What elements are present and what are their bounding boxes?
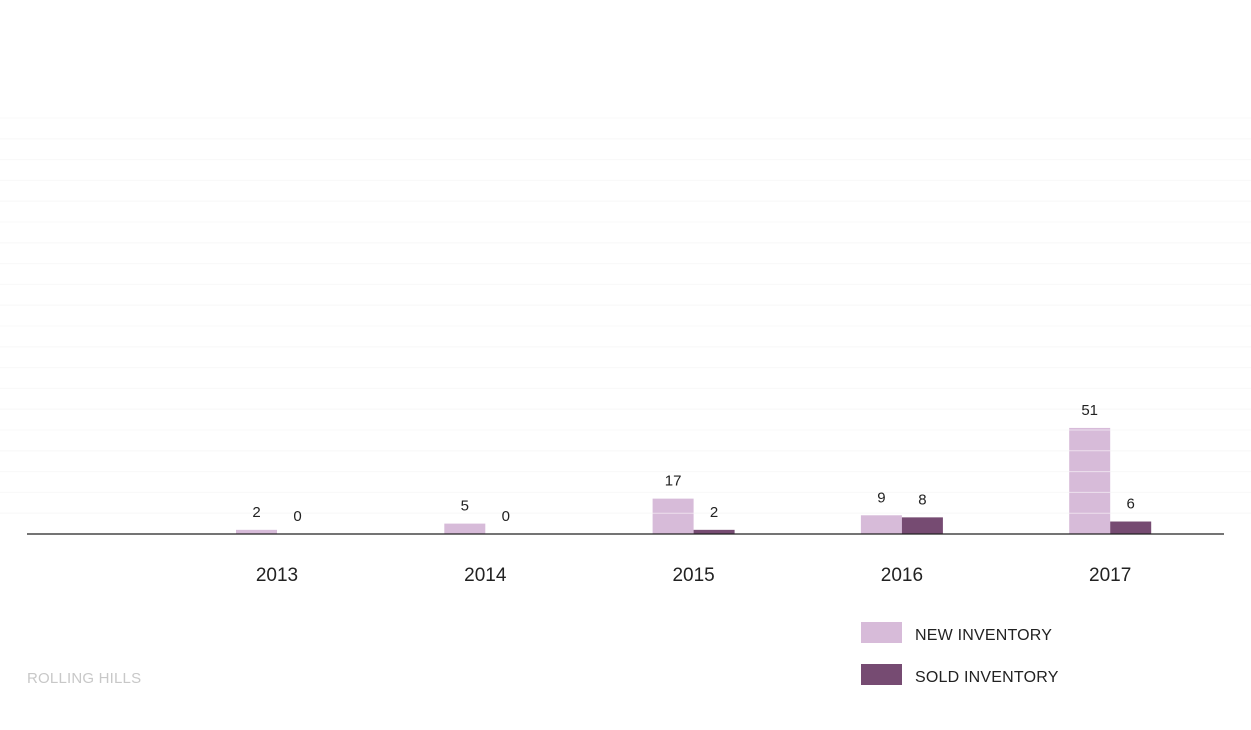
legend-label-sold-inventory: SOLD INVENTORY [915, 669, 1059, 686]
data-label-new-2013: 2 [252, 504, 260, 521]
x-axis-tick-labels: 2013 2014 2015 2016 2017 [256, 565, 1131, 586]
bar-new-2014 [444, 523, 486, 534]
x-tick-label-2017: 2017 [1089, 565, 1131, 586]
x-tick-label-2014: 2014 [464, 565, 507, 586]
legend-label-new-inventory: NEW INVENTORY [915, 627, 1053, 644]
grid-lines [0, 117, 1251, 514]
bar-new-2016 [860, 515, 902, 534]
bar-new-2013 [236, 529, 277, 534]
x-tick-label-2016: 2016 [881, 565, 923, 586]
data-label-new-2014: 5 [461, 498, 469, 515]
bar-sold-2015 [693, 529, 735, 534]
data-label-new-2015: 17 [665, 473, 682, 490]
data-labels: 2 0 5 0 17 2 9 8 51 6 [252, 402, 1135, 525]
data-label-sold-2015: 2 [710, 504, 718, 521]
data-label-new-2017: 51 [1081, 402, 1098, 419]
legend-swatch-sold-inventory [861, 664, 902, 685]
legend-item-new-inventory: NEW INVENTORY [861, 622, 1121, 644]
grid-overlay [0, 117, 1251, 514]
bar-new-2017 [1069, 427, 1111, 534]
x-tick-label-2013: 2013 [256, 565, 298, 586]
data-label-sold-2013: 0 [293, 508, 301, 525]
bar-sold-2016 [901, 517, 943, 534]
bar-new-2015 [652, 498, 694, 534]
x-tick-label-2015: 2015 [672, 565, 714, 586]
bars [0, 117, 1251, 534]
data-label-new-2016: 9 [877, 489, 885, 506]
footer-label: ROLLING HILLS [27, 670, 142, 687]
legend-item-sold-inventory: SOLD INVENTORY [861, 664, 1121, 686]
data-label-sold-2017: 6 [1127, 496, 1135, 513]
data-label-sold-2016: 8 [918, 491, 926, 508]
data-label-sold-2014: 0 [502, 508, 510, 525]
legend-swatch-new-inventory [861, 622, 902, 643]
bar-sold-2017 [1110, 521, 1152, 534]
